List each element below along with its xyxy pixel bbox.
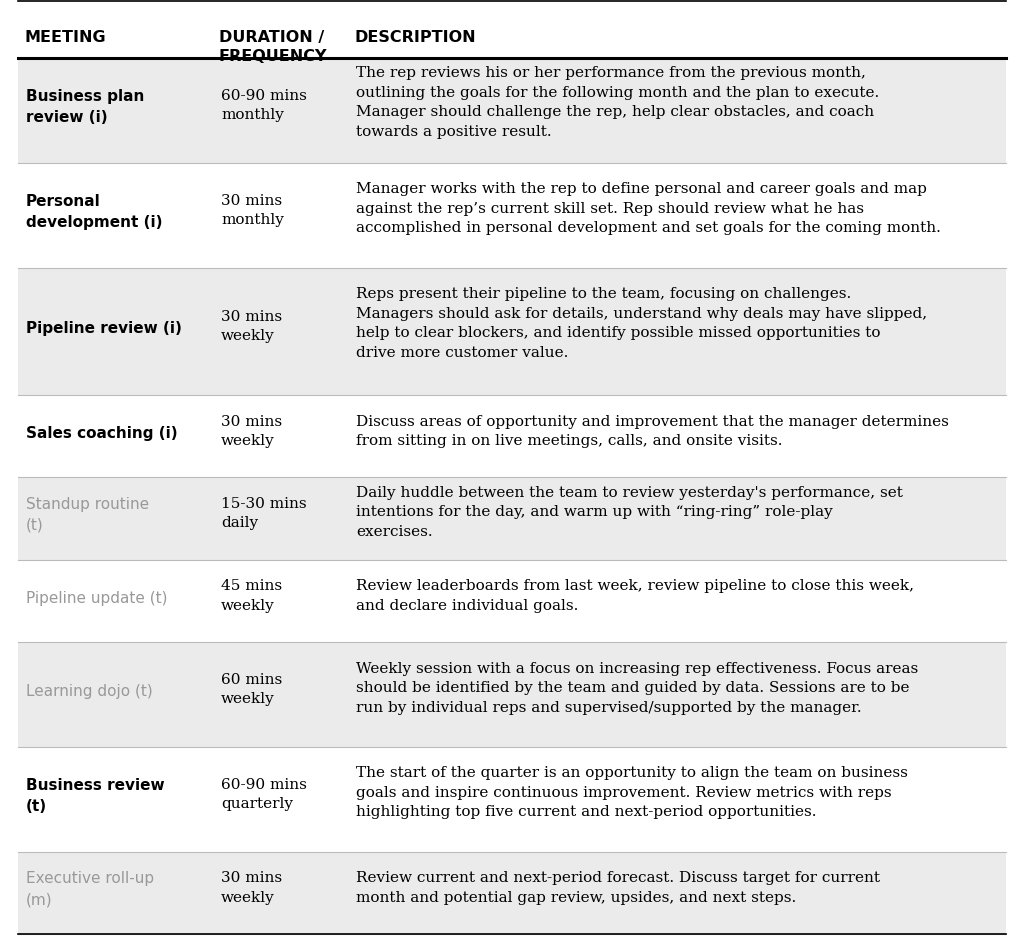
Text: Sales coaching (i): Sales coaching (i): [26, 426, 177, 441]
Text: 60-90 mins
quarterly: 60-90 mins quarterly: [221, 777, 307, 811]
Bar: [18, 747, 1006, 852]
Text: 60 mins
weekly: 60 mins weekly: [221, 672, 283, 706]
Text: The start of the quarter is an opportunity to align the team on business
goals a: The start of the quarter is an opportuni…: [356, 766, 908, 818]
Text: Learning dojo (t): Learning dojo (t): [26, 683, 153, 698]
Text: The rep reviews his or her performance from the previous month,
outlining the go: The rep reviews his or her performance f…: [356, 66, 880, 139]
Text: 30 mins
weekly: 30 mins weekly: [221, 415, 283, 447]
Text: 30 mins
weekly: 30 mins weekly: [221, 310, 283, 343]
Text: DESCRIPTION: DESCRIPTION: [354, 30, 475, 45]
Bar: [18, 164, 1006, 269]
Bar: [18, 59, 1006, 164]
Bar: [18, 852, 1006, 934]
Text: Manager works with the rep to define personal and career goals and map
against t: Manager works with the rep to define per…: [356, 183, 941, 235]
Text: 30 mins
monthly: 30 mins monthly: [221, 194, 284, 227]
Text: Discuss areas of opportunity and improvement that the manager determines
from si: Discuss areas of opportunity and improve…: [356, 415, 949, 447]
Text: Business plan
review (i): Business plan review (i): [26, 89, 144, 124]
Bar: [18, 269, 1006, 396]
Text: Pipeline review (i): Pipeline review (i): [26, 321, 182, 336]
Text: Personal
development (i): Personal development (i): [26, 194, 163, 229]
Text: Reps present their pipeline to the team, focusing on challenges.
Managers should: Reps present their pipeline to the team,…: [356, 287, 927, 359]
Bar: [18, 560, 1006, 642]
Text: Daily huddle between the team to review yesterday's performance, set
intentions : Daily huddle between the team to review …: [356, 485, 903, 538]
Text: Weekly session with a focus on increasing rep effectiveness. Focus areas
should : Weekly session with a focus on increasin…: [356, 661, 919, 714]
Text: 15-30 mins
daily: 15-30 mins daily: [221, 496, 306, 530]
Text: 60-90 mins
monthly: 60-90 mins monthly: [221, 89, 307, 123]
Text: 45 mins
weekly: 45 mins weekly: [221, 578, 283, 612]
Text: Pipeline update (t): Pipeline update (t): [26, 590, 168, 605]
Text: Review leaderboards from last week, review pipeline to close this week,
and decl: Review leaderboards from last week, revi…: [356, 578, 914, 612]
Bar: [18, 396, 1006, 478]
Text: Review current and next-period forecast. Discuss target for current
month and po: Review current and next-period forecast.…: [356, 870, 880, 904]
Text: DURATION /
FREQUENCY: DURATION / FREQUENCY: [219, 30, 328, 64]
Text: Standup routine
(t): Standup routine (t): [26, 496, 150, 533]
Text: 30 mins
weekly: 30 mins weekly: [221, 870, 283, 904]
Text: Executive roll-up
(m): Executive roll-up (m): [26, 870, 155, 906]
Bar: [18, 478, 1006, 560]
Bar: [18, 642, 1006, 747]
Text: MEETING: MEETING: [24, 30, 105, 45]
Text: Business review
(t): Business review (t): [26, 777, 165, 812]
